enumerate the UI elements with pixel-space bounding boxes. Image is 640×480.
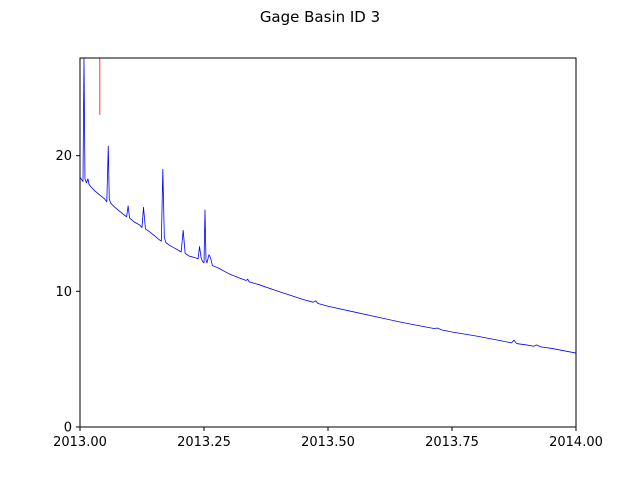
series-line-1: [80, 58, 576, 354]
y-tick-label: 0: [64, 421, 72, 436]
x-tick-label: 2013.25: [177, 435, 231, 450]
y-tick-label: 10: [55, 285, 72, 300]
chart-title: Gage Basin ID 3: [260, 8, 380, 26]
plot-area: [80, 58, 576, 427]
axes-layer: 2013.00 2013.25 2013.50 2013.75 2014.00 0 10 20: [53, 57, 603, 450]
x-tick-label: 2013.00: [53, 435, 107, 450]
x-tick-label: 2014.00: [549, 435, 603, 450]
series-layer: [80, 58, 576, 354]
y-tick-label: 20: [55, 149, 72, 164]
x-tick-label: 2013.50: [301, 435, 355, 450]
plot-background: [80, 58, 576, 427]
x-tick-label: 2013.75: [425, 435, 479, 450]
